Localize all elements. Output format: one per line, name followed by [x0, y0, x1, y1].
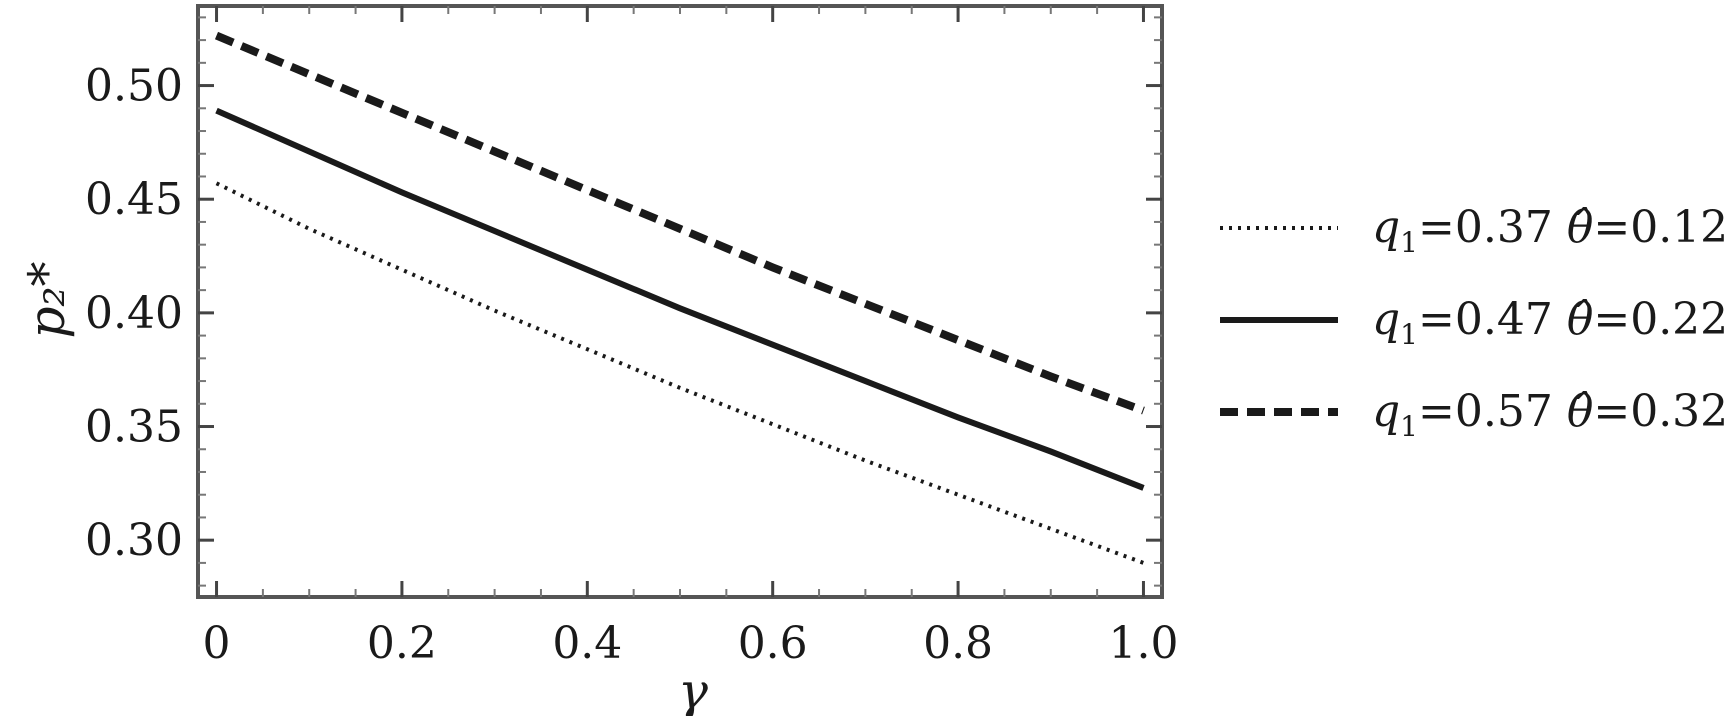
y-tick-label: 0.30: [85, 515, 183, 566]
y-axis: 0.30 0.35 0.40 0.45 0.50: [85, 61, 1162, 566]
legend-label: q1=0.47 θ̂=0.22: [1372, 294, 1725, 351]
x-axis: 0 0.2 0.4 0.6 0.8 1.0: [203, 6, 1178, 669]
minor-ticks: [198, 6, 1162, 597]
series-line-dotted: [215, 181, 1145, 565]
legend-label: q1=0.57 θ̂=0.32: [1372, 386, 1725, 443]
x-tick-label: 1.0: [1108, 618, 1178, 669]
y-tick-label: 0.50: [85, 61, 183, 112]
x-axis-title: γ: [678, 662, 708, 716]
x-tick-label: 0.6: [738, 618, 808, 669]
y-tick-label: 0.45: [85, 174, 183, 225]
series-lines: [214, 31, 1145, 565]
legend-label: q1=0.37 θ̂=0.12: [1372, 202, 1725, 259]
x-tick-label: 0.4: [552, 618, 622, 669]
legend: q1=0.37 θ̂=0.12 q1=0.47 θ̂=0.22 q1=0.57 θ̂…: [1220, 202, 1725, 443]
plot-area: [196, 4, 1164, 599]
axis-titles: γ p₂*: [18, 261, 708, 720]
x-tick-label: 0: [203, 618, 231, 669]
y-axis-title: p₂*: [18, 261, 76, 338]
x-tick-label: 0.8: [923, 618, 993, 669]
x-tick-label: 0.2: [367, 618, 437, 669]
y-tick-label: 0.35: [85, 402, 183, 453]
y-tick-label: 0.40: [85, 288, 183, 339]
plot-frame: [196, 4, 1164, 599]
series-line-dashed: [214, 31, 1145, 415]
series-line-solid: [215, 107, 1145, 491]
